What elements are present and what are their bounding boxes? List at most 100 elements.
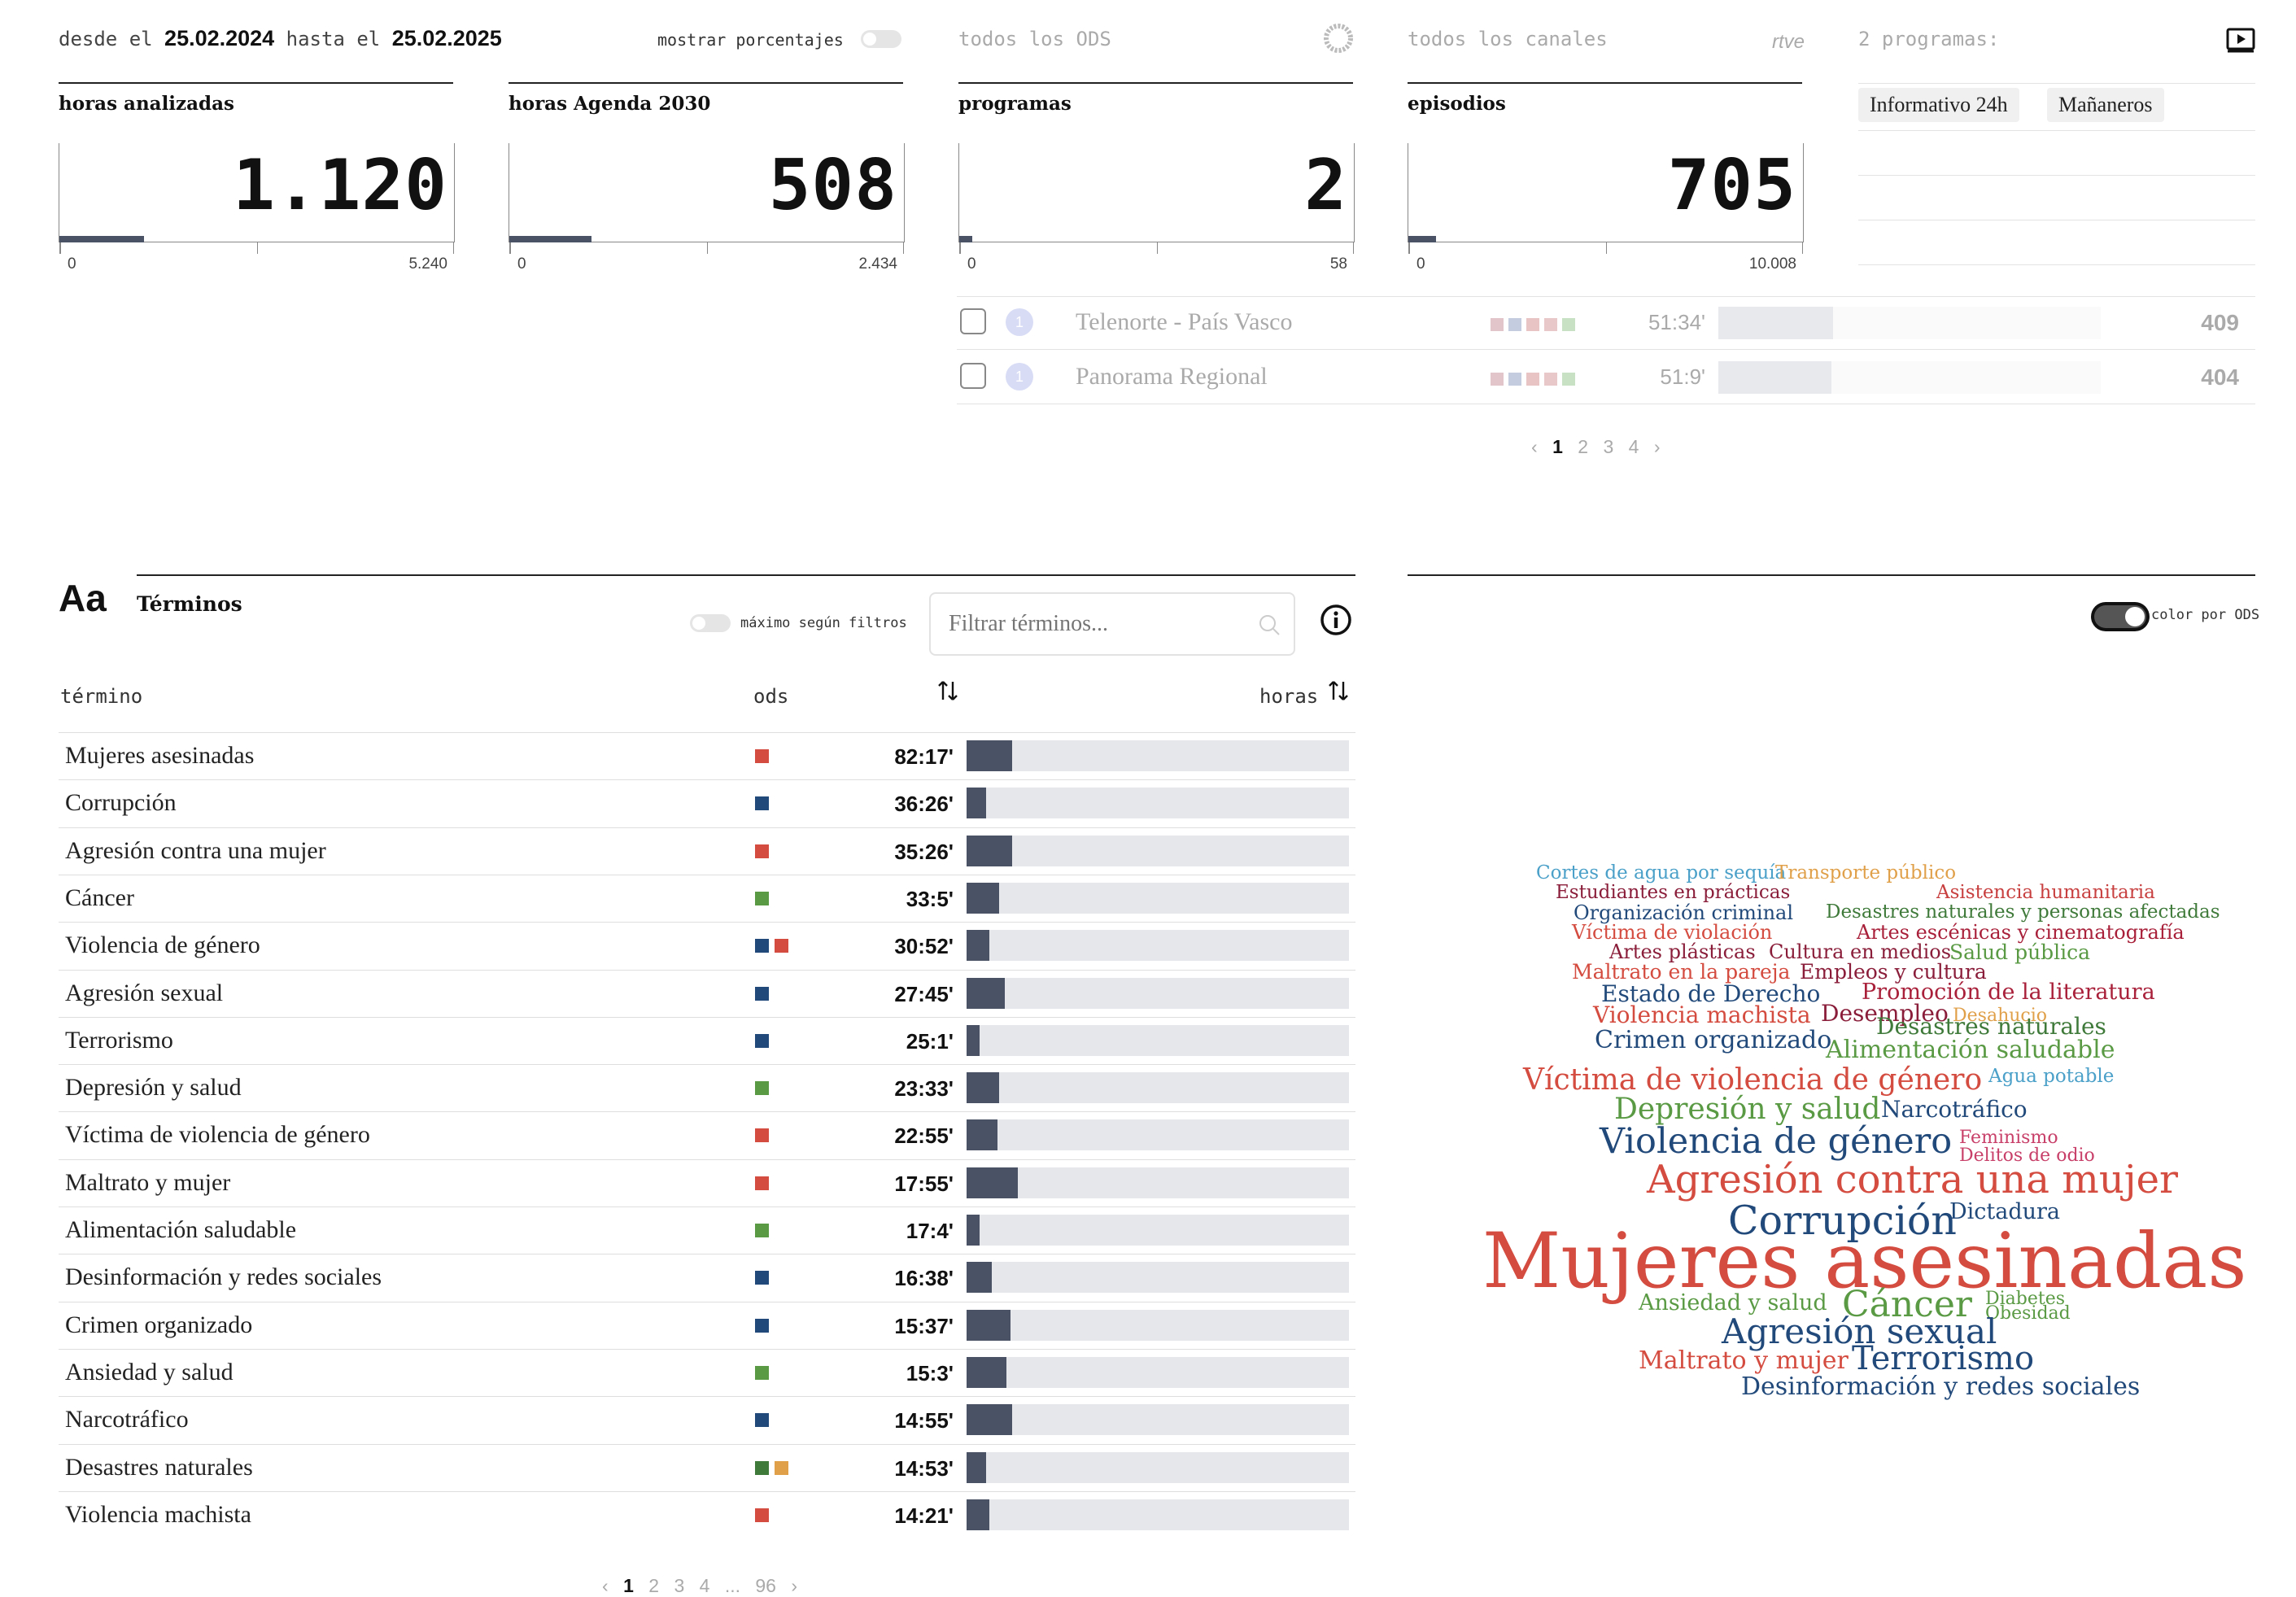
cloud-word[interactable]: Artes escénicas y cinematografía: [1857, 921, 2185, 944]
cloud-word[interactable]: Maltrato en la pareja: [1572, 960, 1791, 984]
max-filter-toggle[interactable]: [690, 614, 731, 632]
cloud-word[interactable]: Mujeres asesinadas: [1482, 1217, 2247, 1306]
stat-label: horas analizadas: [59, 93, 234, 115]
date-range[interactable]: desde el 25.02.2024 hasta el 25.02.2025: [59, 26, 502, 51]
term-name[interactable]: Maltrato y mujer: [65, 1168, 231, 1196]
to-date[interactable]: 25.02.2025: [391, 26, 502, 50]
program-checkbox[interactable]: [960, 308, 986, 334]
page-link[interactable]: 3: [674, 1575, 685, 1596]
term-name[interactable]: Desinformación y redes sociales: [65, 1263, 382, 1291]
program-chip[interactable]: Mañaneros: [2047, 88, 2164, 122]
cloud-word[interactable]: Agresión contra una mujer: [1647, 1157, 2178, 1202]
term-name[interactable]: Desastres naturales: [65, 1453, 253, 1481]
from-date[interactable]: 25.02.2024: [164, 26, 275, 50]
cloud-word[interactable]: Cáncer: [1842, 1284, 1972, 1325]
term-name[interactable]: Crimen organizado: [65, 1311, 253, 1338]
cloud-word[interactable]: Violencia machista: [1593, 1001, 1811, 1028]
info-icon[interactable]: [1320, 604, 1352, 636]
ods-filter[interactable]: todos los ODS: [958, 28, 1111, 50]
channels-filter[interactable]: todos los canales: [1408, 28, 1608, 50]
cloud-word[interactable]: Estudiantes en prácticas: [1556, 882, 1791, 903]
term-name[interactable]: Violencia machista: [65, 1500, 251, 1528]
cloud-word[interactable]: Obesidad: [1985, 1303, 2071, 1324]
column-ods[interactable]: ods: [753, 685, 789, 708]
sort-icon[interactable]: [936, 679, 960, 703]
cloud-word[interactable]: Desahucio: [1953, 1006, 2048, 1026]
term-name[interactable]: Agresión contra una mujer: [65, 836, 326, 864]
cloud-word[interactable]: Violencia de género: [1600, 1121, 1953, 1162]
cloud-word[interactable]: Transporte público: [1775, 862, 1957, 884]
cloud-word[interactable]: Maltrato y mujer: [1639, 1346, 1849, 1375]
page-link[interactable]: 96: [755, 1575, 776, 1596]
term-name[interactable]: Terrorismo: [65, 1026, 173, 1054]
ods-square: [1491, 318, 1504, 331]
cloud-word[interactable]: Feminismo: [1959, 1128, 2058, 1148]
program-chip[interactable]: Informativo 24h: [1858, 88, 2019, 122]
term-name[interactable]: Cáncer: [65, 884, 134, 911]
terms-search-box[interactable]: [929, 592, 1295, 656]
sort-icon[interactable]: [1326, 679, 1351, 703]
page-link[interactable]: 2: [648, 1575, 660, 1596]
cloud-word[interactable]: Promoción de la literatura: [1862, 980, 2155, 1005]
cloud-word[interactable]: Delitos de odio: [1959, 1145, 2095, 1166]
cloud-word[interactable]: Depresión y salud: [1614, 1093, 1881, 1126]
term-name[interactable]: Narcotráfico: [65, 1406, 189, 1433]
program-checkbox[interactable]: [960, 363, 986, 389]
stat-max: 58: [1329, 255, 1347, 273]
cloud-word[interactable]: Cortes de agua por sequía: [1536, 862, 1787, 884]
cloud-word[interactable]: Agresión sexual: [1722, 1311, 1997, 1351]
cloud-word[interactable]: Alimentación saludable: [1826, 1036, 2115, 1064]
next-page-icon[interactable]: ›: [791, 1575, 798, 1596]
program-name[interactable]: Telenorte - País Vasco: [1076, 308, 1293, 335]
cloud-word[interactable]: Terrorismo: [1852, 1340, 2035, 1377]
prev-page-icon[interactable]: ‹: [1531, 436, 1538, 457]
term-name[interactable]: Violencia de género: [65, 932, 260, 959]
row-divider: [59, 1158, 1355, 1160]
cloud-word[interactable]: Víctima de violencia de género: [1523, 1063, 1983, 1097]
program-name[interactable]: Panorama Regional: [1076, 363, 1268, 390]
stat-axis: [59, 241, 454, 242]
term-name[interactable]: Corrupción: [65, 789, 177, 817]
next-page-icon[interactable]: ›: [1653, 436, 1661, 457]
cloud-word[interactable]: Desempleo: [1821, 1000, 1949, 1027]
cloud-word[interactable]: Diabetes: [1985, 1289, 2066, 1309]
page-link[interactable]: 3: [1603, 436, 1614, 457]
color-by-ods-toggle[interactable]: [2091, 602, 2150, 631]
page-link[interactable]: 1: [1552, 436, 1563, 457]
cloud-word[interactable]: Cultura en medios: [1769, 940, 1952, 963]
prev-page-icon[interactable]: ‹: [602, 1575, 609, 1596]
page-link[interactable]: 2: [1578, 436, 1589, 457]
cloud-word[interactable]: Crimen organizado: [1595, 1026, 1832, 1054]
cloud-word[interactable]: Artes plásticas: [1609, 940, 1756, 963]
cloud-word[interactable]: Salud pública: [1949, 940, 2091, 964]
cloud-word[interactable]: Desastres naturales: [1876, 1013, 2106, 1040]
column-hours[interactable]: horas: [1259, 685, 1319, 708]
cloud-word[interactable]: Asistencia humanitaria: [1936, 882, 2155, 903]
cloud-word[interactable]: Organización criminal: [1574, 901, 1794, 924]
cloud-word[interactable]: Empleos y cultura: [1800, 960, 1987, 984]
cloud-word[interactable]: Agua potable: [1988, 1066, 2115, 1087]
term-bar-fill: [967, 882, 999, 914]
cloud-word[interactable]: Víctima de violación: [1572, 921, 1773, 944]
page-link[interactable]: 4: [1628, 436, 1639, 457]
cloud-word[interactable]: Narcotráfico: [1881, 1096, 2028, 1123]
cloud-word[interactable]: Desastres naturales y personas afectadas: [1826, 901, 2220, 923]
column-term[interactable]: término: [60, 685, 143, 708]
term-name[interactable]: Depresión y salud: [65, 1074, 242, 1102]
cloud-word[interactable]: Corrupción: [1728, 1198, 1957, 1244]
cloud-word[interactable]: Desinformación y redes sociales: [1741, 1372, 2141, 1401]
cloud-word[interactable]: Estado de Derecho: [1601, 980, 1821, 1007]
term-name[interactable]: Mujeres asesinadas: [65, 742, 255, 769]
term-name[interactable]: Agresión sexual: [65, 979, 224, 1006]
term-name[interactable]: Ansiedad y salud: [65, 1358, 234, 1385]
page-link[interactable]: 4: [699, 1575, 710, 1596]
term-name[interactable]: Víctima de violencia de género: [65, 1121, 370, 1149]
play-icon[interactable]: [2226, 28, 2255, 54]
page-link[interactable]: 1: [623, 1575, 634, 1596]
ods-wheel-icon[interactable]: [1323, 23, 1354, 54]
cloud-word[interactable]: Dictadura: [1949, 1199, 2061, 1224]
term-name[interactable]: Alimentación saludable: [65, 1216, 297, 1243]
cloud-word[interactable]: Ansiedad y salud: [1639, 1290, 1827, 1316]
terms-search-input[interactable]: [947, 607, 1243, 641]
show-percent-toggle[interactable]: [861, 30, 901, 48]
